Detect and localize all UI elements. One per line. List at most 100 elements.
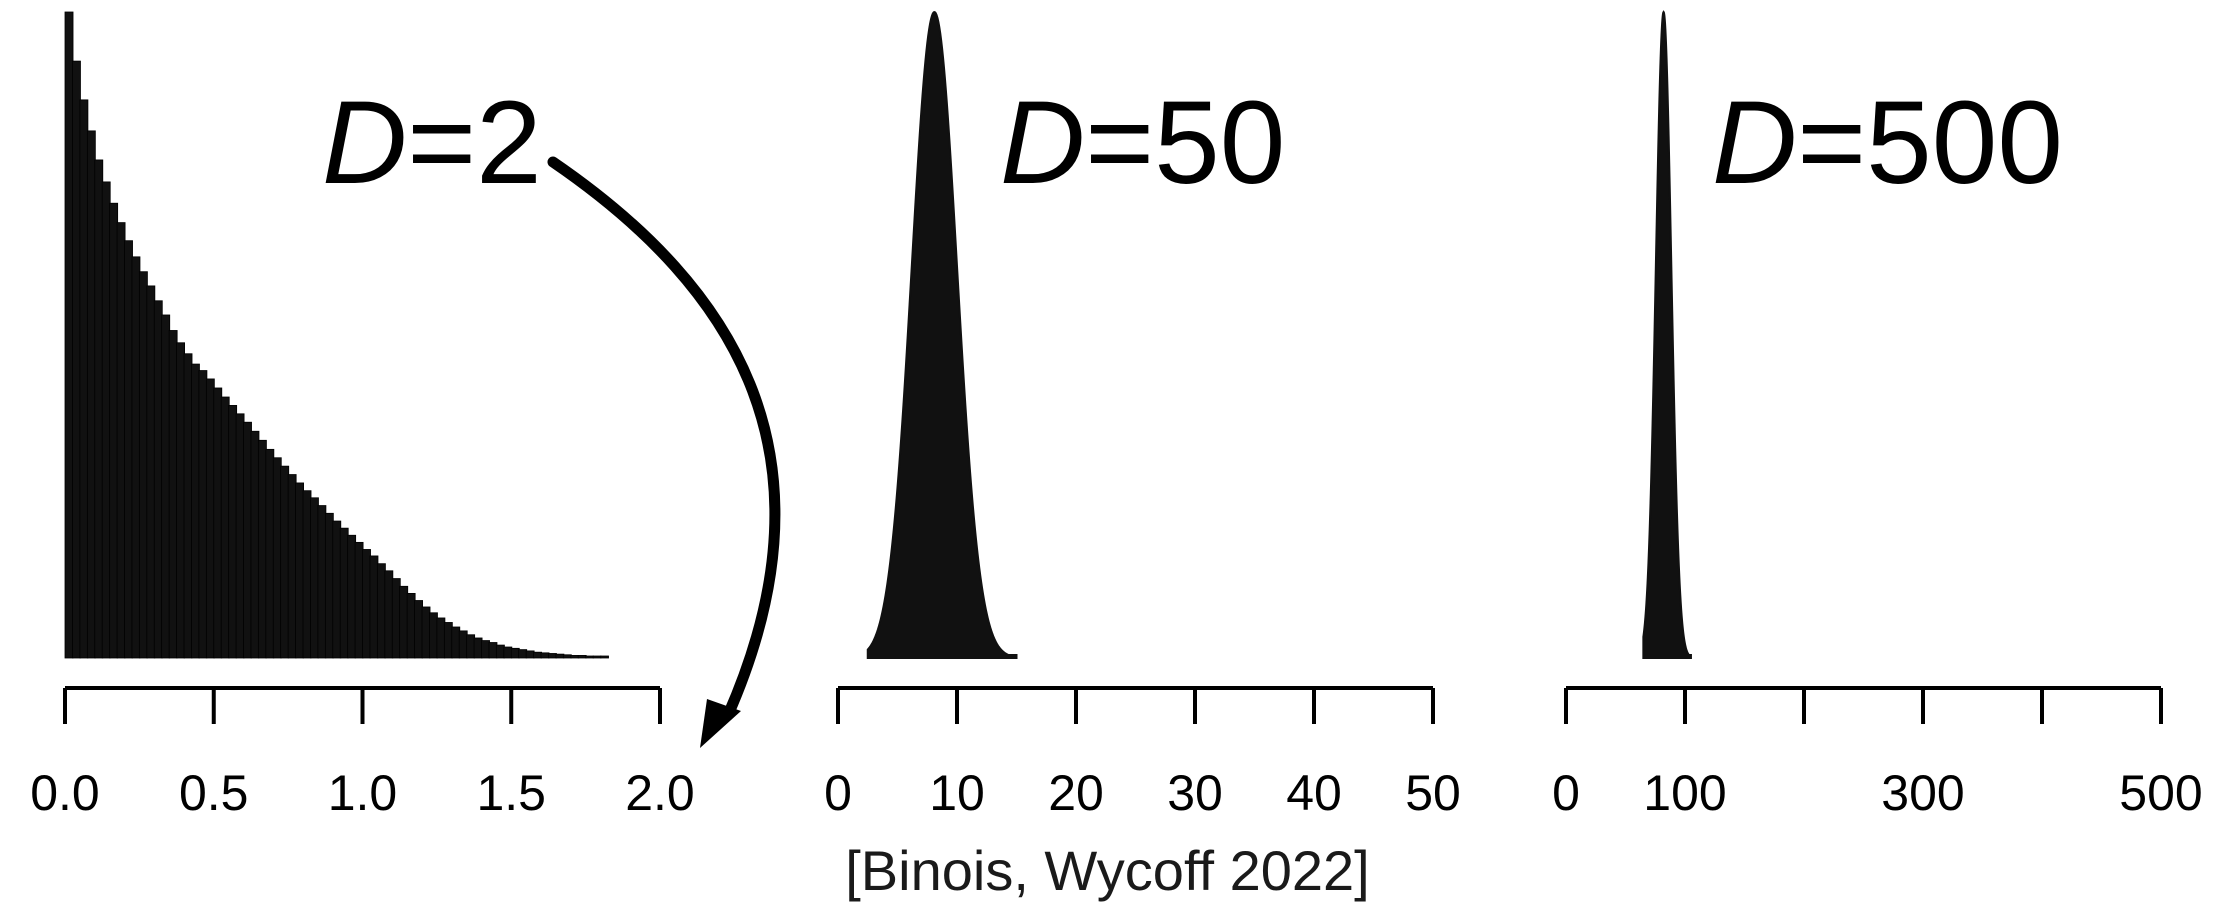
histogram-bar: [183, 353, 193, 659]
histogram-bar: [101, 181, 111, 659]
histogram-bar: [540, 652, 550, 659]
histogram-bar: [287, 474, 297, 659]
histogram-bar: [414, 600, 424, 659]
x-tick-label: 0.5: [179, 765, 249, 821]
panel-d500-label: D=500: [1712, 77, 2063, 209]
histogram-bar: [503, 646, 513, 659]
histogram-bar: [124, 240, 133, 659]
histogram-bar: [339, 527, 349, 659]
histogram-bar: [458, 630, 468, 659]
histogram-bar: [86, 130, 96, 659]
histogram-bar: [235, 413, 245, 659]
histogram-bar: [94, 159, 104, 659]
histogram-bar: [250, 430, 260, 659]
panel-d2-label: D=2: [322, 77, 542, 209]
x-tick-label: 10: [929, 765, 985, 821]
histogram-bar: [548, 653, 557, 659]
curved-arrow-head-icon: [700, 699, 741, 748]
histogram-bar: [354, 541, 364, 659]
x-tick-label: 40: [1286, 765, 1342, 821]
curved-arrow: [547, 156, 781, 748]
histogram-bar: [451, 626, 461, 659]
histogram-bar: [495, 644, 505, 659]
histogram-bar: [369, 555, 379, 659]
histogram-bar: [168, 330, 178, 659]
histogram-bar: [533, 651, 543, 659]
histogram-bar: [257, 439, 267, 659]
histogram-bar: [243, 421, 252, 659]
histogram-bar: [436, 617, 446, 659]
x-tick-label: 30: [1167, 765, 1223, 821]
histogram-bar: [324, 512, 334, 659]
x-tick-label: 0: [1552, 765, 1580, 821]
histogram-bar: [562, 654, 572, 659]
citation: [Binois, Wycoff 2022]: [845, 839, 1370, 902]
panel-d500-axis: 0 100 300 500: [1552, 686, 2203, 821]
histogram-bar: [421, 606, 431, 659]
x-tick-label: 1.0: [328, 765, 398, 821]
panel-d50-label: D=50: [1000, 77, 1285, 209]
histogram-bar: [391, 578, 401, 659]
curved-arrow-shaft: [547, 156, 781, 721]
histogram-bar: [600, 655, 609, 659]
panel-d2: 0.0 0.5 1.0 1.5 2.0 D=2: [30, 11, 781, 821]
histogram-bar: [481, 640, 490, 659]
histogram-bar: [570, 655, 580, 659]
histogram-bar: [280, 465, 290, 659]
x-tick-label: 50: [1405, 765, 1461, 821]
histogram-bar: [146, 285, 156, 659]
histogram-bar: [585, 655, 595, 659]
histogram-bar: [138, 271, 148, 659]
histogram-bar: [131, 256, 141, 659]
histogram-bar: [555, 653, 565, 659]
histogram-bar: [399, 585, 409, 659]
histogram-bar: [525, 650, 535, 659]
histogram-bar: [317, 505, 327, 659]
panel-d500-distribution: [1642, 10, 1692, 659]
x-tick-label: 300: [1881, 765, 1964, 821]
histogram-bar: [213, 387, 223, 659]
histogram-bar: [79, 99, 89, 659]
panel-d2-bars: [64, 11, 609, 659]
histogram-bar: [302, 490, 312, 659]
histogram-bar: [510, 647, 520, 659]
histogram-bar: [518, 649, 528, 659]
histogram-bar: [64, 11, 74, 659]
x-tick-label: 100: [1643, 765, 1726, 821]
histogram-bar: [332, 520, 342, 659]
histogram-bar: [220, 396, 230, 659]
histogram-bar: [362, 549, 371, 659]
histogram-bar: [109, 202, 119, 659]
histogram-bar: [272, 457, 282, 659]
x-tick-label: 20: [1048, 765, 1104, 821]
histogram-bar: [592, 655, 602, 659]
x-tick-label: 500: [2119, 765, 2202, 821]
histogram-bar: [488, 642, 498, 659]
histogram-bar: [265, 448, 275, 659]
histogram-bar: [191, 363, 200, 659]
panel-d2-axis: 0.0 0.5 1.0 1.5 2.0: [30, 686, 695, 821]
histogram-bar: [161, 314, 171, 659]
panel-d50-distribution: [866, 10, 1018, 659]
x-tick-label: 0.0: [30, 765, 100, 821]
histogram-bar: [176, 342, 186, 659]
histogram-bar: [473, 637, 483, 659]
histogram-bar: [310, 497, 319, 659]
histogram-bar: [153, 300, 163, 659]
histogram-bar: [443, 622, 453, 659]
histogram-bar: [577, 655, 587, 659]
histogram-bar: [72, 60, 81, 659]
x-tick-label: 1.5: [476, 765, 546, 821]
histogram-bar: [466, 634, 476, 659]
histogram-bar: [198, 370, 208, 659]
x-tick-label: 2.0: [625, 765, 695, 821]
histogram-bar: [347, 534, 357, 659]
histogram-bar: [295, 482, 305, 659]
histogram-bar: [116, 222, 126, 659]
panel-d50-axis: 0 10 20 30 40 50: [824, 686, 1461, 821]
histogram-bar: [406, 593, 416, 659]
histogram-bar: [376, 563, 386, 659]
histogram-bar: [228, 405, 238, 659]
histogram-bar: [429, 612, 438, 659]
